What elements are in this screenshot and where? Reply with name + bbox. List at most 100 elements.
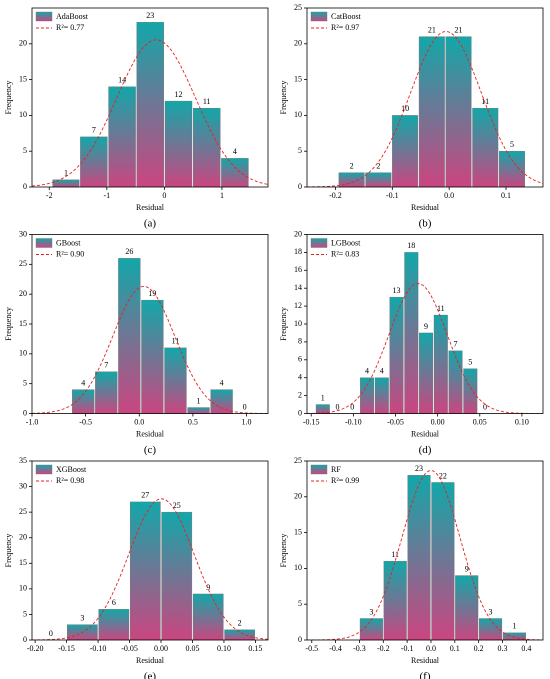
bar [404,252,419,414]
bar-value-label: 5 [510,140,514,149]
bar-value-label: 22 [439,471,447,480]
bar-value-label: 23 [415,464,423,473]
bar [161,511,193,641]
x-axis-title: Residual [411,203,440,212]
x-tick-label: -0.2 [329,191,342,200]
bar-value-label: 9 [424,322,428,331]
x-tick-label: -0.1 [401,644,414,653]
bar-value-label: 3 [489,607,493,616]
bar [164,100,193,188]
y-tick-label: 10 [294,563,302,572]
bar-value-label: 4 [220,378,224,387]
x-tick-label: -0.3 [353,644,366,653]
y-tick-label: 30 [19,229,27,238]
y-axis-title: Frequency [279,534,288,568]
bar-value-label: 11 [481,97,489,106]
bar-value-label: 9 [206,583,210,592]
panel-label: (f) [420,671,431,679]
legend-swatch [310,464,328,475]
bar-value-label: 4 [380,367,384,376]
y-tick-label: 10 [294,110,302,119]
y-tick-label: 0 [298,408,302,417]
y-tick-label: 0 [23,635,27,644]
bar [164,347,187,414]
normal-fit [307,470,543,640]
x-tick-label: -0.5 [305,644,318,653]
plot-frame [31,460,269,641]
x-tick-label: -0.4 [329,644,342,653]
x-tick-label: 0.2 [474,644,484,653]
y-tick-label: 0 [298,182,302,191]
bar [98,609,130,641]
legend-fit-label: R²= 0.83 [331,249,359,258]
y-tick-label: 20 [19,39,27,48]
x-tick-label: 0.1 [501,191,511,200]
y-tick-label: 20 [19,533,27,542]
y-axis-title: Frequency [4,534,13,568]
bar [141,299,164,414]
legend-label: GBoost [56,238,81,247]
legend-swatch [35,238,53,248]
x-tick-label: -1.0 [26,417,39,426]
x-axis-title: Residual [136,429,165,438]
bar [129,501,161,641]
x-tick-label: 1.0 [242,417,252,426]
bar-value-label: 7 [92,126,96,135]
y-tick-label: 5 [298,599,302,608]
x-tick-label: 0.05 [185,644,199,653]
y-tick-label: 10 [294,319,302,328]
bar-value-label: 19 [148,289,156,298]
x-tick-label: -0.05 [121,644,138,653]
bar-value-label: 23 [146,11,154,20]
bar-value-label: 7 [104,361,108,370]
bar [383,561,407,641]
legend-label: AdaBoost [56,12,89,21]
y-tick-label: 15 [19,319,27,328]
y-axis-title: Frequency [279,307,288,341]
bar-value-label: 14 [118,76,126,85]
x-axis-title: Residual [411,656,440,665]
legend-fit-label: R²= 0.98 [56,476,84,485]
y-tick-label: 35 [19,456,27,465]
bar [108,86,136,188]
bar [445,36,472,188]
bar [221,158,249,188]
x-tick-label: 0.05 [473,417,487,426]
panel: 2 2 10 21 21 11 5 -0.2 -0.1 0.0 0.1 0 5 10 15 20 25 Resid… [279,3,544,230]
x-tick-label: -0.5 [79,417,92,426]
x-tick-label: 0.00 [154,644,168,653]
bar [192,593,224,641]
bar-value-label: 3 [369,607,373,616]
y-tick-label: 14 [294,283,302,292]
normal-fit [32,285,268,414]
bar [210,389,233,414]
y-axis-title: Frequency [4,307,13,341]
x-tick-label: -0.10 [345,417,362,426]
y-tick-label: 0 [23,408,27,417]
legend-swatch [35,464,53,475]
y-tick-label: 5 [298,146,302,155]
y-tick-label: 15 [19,74,27,83]
bar [418,36,445,188]
y-tick-label: 18 [294,247,302,256]
x-tick-label: 0.0 [444,191,454,200]
normal-fit [32,39,268,187]
bar-value-label: 2 [376,162,380,171]
plot-frame [306,460,544,641]
panel-label: (b) [419,218,432,230]
bar [118,258,141,414]
x-tick-label: 0.1 [450,644,460,653]
y-tick-label: 25 [19,507,27,516]
bar [136,22,164,188]
y-tick-label: 12 [294,301,302,310]
bar-value-label: 0 [336,402,340,411]
y-tick-label: 15 [294,74,302,83]
bar-value-label: 11 [203,97,211,106]
x-tick-label: -0.20 [27,644,44,653]
x-tick-label: 0.00 [431,417,445,426]
y-tick-label: 15 [19,558,27,567]
y-tick-label: 15 [294,527,302,536]
y-tick-label: 5 [23,146,27,155]
legend-fit-label: R²= 0.97 [331,23,359,32]
